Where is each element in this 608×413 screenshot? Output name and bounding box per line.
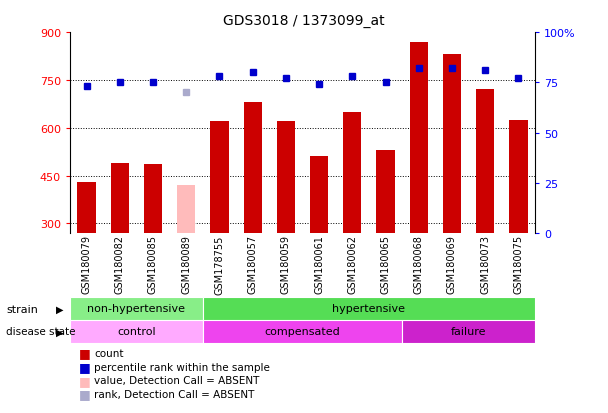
Bar [70,320,203,343]
Text: GSM180082: GSM180082 [115,235,125,294]
Text: GSM180069: GSM180069 [447,235,457,293]
Text: GSM180075: GSM180075 [513,235,523,294]
Text: GSM180079: GSM180079 [81,235,92,294]
Bar [443,55,461,233]
Text: ▶: ▶ [56,327,63,337]
Text: GSM178755: GSM178755 [215,235,224,294]
Bar [203,320,402,343]
Text: rank, Detection Call = ABSENT: rank, Detection Call = ABSENT [94,389,255,399]
Text: compensated: compensated [264,326,340,337]
Text: control: control [117,326,156,337]
Text: GSM180089: GSM180089 [181,235,191,293]
Text: GSM180061: GSM180061 [314,235,324,293]
Text: hypertensive: hypertensive [333,304,406,314]
Bar [376,151,395,233]
Bar [343,112,361,233]
Bar [310,157,328,233]
Text: GSM180062: GSM180062 [347,235,358,294]
Text: percentile rank within the sample: percentile rank within the sample [94,362,270,372]
Text: ■: ■ [79,387,91,401]
Bar [510,121,528,233]
Text: count: count [94,348,124,358]
Text: GSM180065: GSM180065 [381,235,390,294]
Text: ■: ■ [79,360,91,373]
Bar [277,122,295,233]
Text: GSM180057: GSM180057 [247,235,258,294]
Text: GSM180085: GSM180085 [148,235,158,294]
Text: ■: ■ [79,347,91,360]
Bar [244,103,262,233]
Text: disease state: disease state [6,327,75,337]
Bar [410,43,428,233]
Bar [402,320,535,343]
Bar [476,90,494,233]
Bar [203,297,535,320]
Bar [77,183,95,233]
Text: strain: strain [6,304,38,314]
Text: ▶: ▶ [56,304,63,314]
Bar [144,165,162,233]
Text: value, Detection Call = ABSENT: value, Detection Call = ABSENT [94,375,260,385]
Text: GSM180059: GSM180059 [281,235,291,294]
Bar [111,164,129,233]
Text: GDS3018 / 1373099_at: GDS3018 / 1373099_at [223,14,385,28]
Bar [210,122,229,233]
Text: GSM180073: GSM180073 [480,235,490,294]
Text: non-hypertensive: non-hypertensive [88,304,185,314]
Text: ■: ■ [79,374,91,387]
Bar [70,297,203,320]
Text: failure: failure [451,326,486,337]
Bar [177,186,195,233]
Text: GSM180068: GSM180068 [414,235,424,293]
